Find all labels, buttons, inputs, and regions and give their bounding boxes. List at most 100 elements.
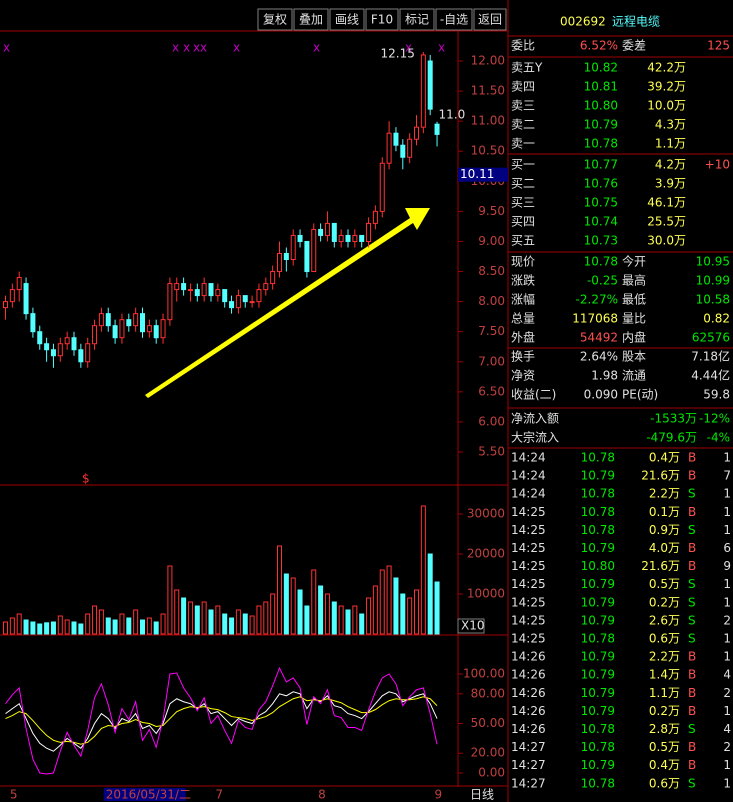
- volume-bar: [283, 573, 289, 635]
- toolbar-button[interactable]: 返回: [478, 13, 502, 27]
- stat-label: 总量: [511, 312, 535, 326]
- date-highlight: [103, 788, 186, 801]
- tick-price: 10.78: [581, 722, 615, 736]
- tick-count: 2: [723, 686, 731, 700]
- book-label: 卖四: [511, 80, 535, 94]
- toolbar-button[interactable]: 叠加: [299, 13, 323, 27]
- y-tick-label: 5.50: [478, 445, 505, 459]
- book-label: 买五: [511, 234, 535, 248]
- tick-side: S: [688, 776, 696, 790]
- stat-label: 今开: [622, 254, 646, 269]
- y-tick-label: 80.00: [471, 686, 505, 700]
- stat-value: 10.99: [696, 274, 730, 288]
- volume-bar: [229, 617, 235, 635]
- candle-body: [270, 271, 276, 285]
- volume-bar: [181, 597, 187, 635]
- tick-volume: 0.5万: [649, 740, 680, 754]
- tick-price: 10.78: [581, 487, 615, 501]
- flow-value: -479.6万: [646, 431, 697, 445]
- tick-side: S: [688, 613, 696, 627]
- y-tick-label: 6.50: [478, 384, 505, 398]
- tick-price: 10.79: [581, 686, 615, 700]
- x-tick-label: 5: [10, 788, 18, 802]
- stat-value: 10.95: [696, 255, 730, 269]
- book-qty: 42.2万: [647, 61, 686, 75]
- candle-body: [71, 337, 77, 351]
- tick-count: 6: [723, 541, 731, 555]
- volume-bar: [400, 593, 406, 635]
- candle-body: [146, 325, 152, 333]
- candle-body: [181, 283, 187, 291]
- stat-value: 4.44亿: [691, 368, 730, 383]
- y-tick-label: 9.50: [478, 204, 505, 218]
- volume-bar: [331, 601, 337, 635]
- tick-count: 1: [723, 704, 731, 718]
- volume-bar: [304, 605, 310, 635]
- tick-time: 14:27: [511, 740, 546, 754]
- tick-count: 1: [723, 758, 731, 772]
- tick-volume: 0.6万: [649, 632, 680, 646]
- tick-count: 2: [723, 613, 731, 627]
- tick-volume: 4.0万: [649, 541, 680, 555]
- stat-value: 59.8: [703, 388, 730, 402]
- toolbar-button[interactable]: 标记: [405, 13, 429, 27]
- tick-price: 10.79: [581, 577, 615, 591]
- candle-body: [324, 222, 330, 236]
- volume-bar: [311, 569, 317, 635]
- candle-body: [290, 234, 296, 261]
- x-tick-label: 8: [318, 788, 326, 802]
- stock-code: 002692: [560, 15, 606, 29]
- stat-value: 117068: [572, 312, 618, 326]
- volume-bar: [30, 621, 36, 635]
- volume-bar: [9, 617, 15, 635]
- tick-time: 14:25: [511, 613, 546, 627]
- toolbar-frame: [473, 8, 507, 31]
- candle-body: [126, 319, 132, 327]
- y-tick-label: 10.50: [471, 144, 505, 158]
- volume-bar: [386, 565, 392, 635]
- candle-body: [304, 240, 310, 273]
- toolbar-button[interactable]: F10: [371, 13, 393, 27]
- tick-price: 10.78: [581, 505, 615, 519]
- volume-bar: [290, 577, 296, 635]
- tick-side: S: [688, 632, 696, 646]
- tick-price: 10.78: [581, 632, 615, 646]
- x-tick-label: 9: [435, 788, 443, 802]
- tick-time: 14:26: [511, 668, 546, 682]
- tick-side: B: [688, 668, 696, 682]
- y-tick-label: 12.00: [471, 54, 505, 68]
- stat-label: 流通: [622, 369, 646, 383]
- volume-bar: [345, 609, 351, 635]
- tick-price: 10.79: [581, 758, 615, 772]
- candle-body: [78, 349, 84, 363]
- book-label: 卖五Y: [511, 61, 543, 75]
- candle-body: [420, 54, 426, 128]
- svg-text:x: x: [233, 41, 240, 55]
- book-price: 10.80: [584, 99, 618, 113]
- volume-bar: [208, 609, 214, 635]
- toolbar-frame: [293, 8, 329, 31]
- y-tick-label: 10000: [467, 587, 505, 601]
- stat-label: 内盘: [622, 330, 646, 345]
- book-qty: 30.0万: [647, 234, 686, 248]
- toolbar-button[interactable]: 画线: [335, 13, 359, 27]
- volume-bar: [414, 589, 419, 635]
- candle-body: [235, 295, 241, 309]
- candle-body: [30, 313, 36, 333]
- toolbar-button[interactable]: -自选: [440, 13, 468, 27]
- stat-label: 最低: [622, 293, 646, 307]
- tick-volume: 1.4万: [649, 668, 680, 682]
- y-tick-label: 7.00: [478, 354, 505, 368]
- volume-bar: [318, 585, 324, 635]
- svg-text:x: x: [183, 41, 190, 55]
- tick-time: 14:27: [511, 776, 546, 790]
- toolbar-frame: [365, 8, 399, 31]
- candle-body: [153, 325, 159, 339]
- tick-side: B: [688, 704, 696, 718]
- tick-side: B: [688, 451, 696, 465]
- volume-bar: [256, 605, 262, 635]
- toolbar-button[interactable]: 复权: [263, 13, 287, 27]
- stat-label: 涨跌: [511, 273, 535, 288]
- y-tick-label: 20.00: [471, 746, 505, 760]
